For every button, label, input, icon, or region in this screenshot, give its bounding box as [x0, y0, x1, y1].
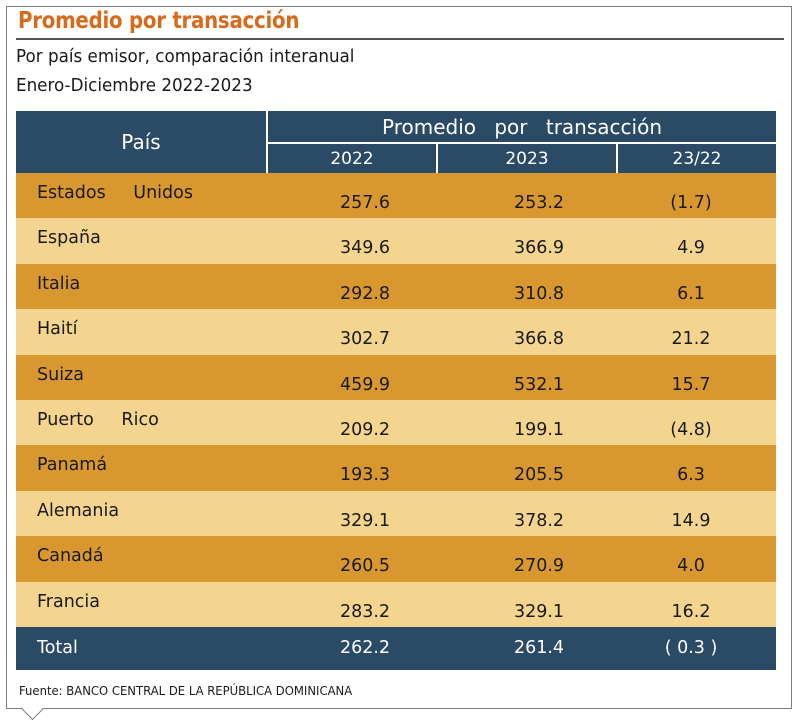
table-row: Estados Unidos 257.6 253.2 (1.7) — [16, 173, 776, 219]
total-2022: 262.2 — [339, 638, 391, 658]
total-2023: 261.4 — [513, 638, 565, 658]
table-row: Suiza 459.9 532.1 15.7 — [16, 354, 776, 400]
value-2023: 310.8 — [513, 283, 565, 304]
value-2022: 292.8 — [339, 283, 391, 304]
value-change: 6.3 — [677, 465, 705, 486]
value-2022: 257.6 — [339, 193, 391, 213]
value-change: (4.8) — [670, 419, 712, 440]
table-row: Panamá 193.3 205.5 6.3 — [16, 445, 776, 491]
value-change: 6.1 — [677, 283, 705, 304]
country-label: Suiza — [37, 364, 84, 385]
country-label: Panamá — [37, 455, 108, 476]
header-2023: 2023 — [438, 144, 616, 173]
value-2022: 193.3 — [339, 465, 391, 486]
value-change: 21.2 — [671, 329, 711, 350]
total-change: ( 0.3 ) — [664, 638, 718, 658]
header-2022: 2022 — [268, 144, 436, 173]
value-2022: 349.6 — [339, 238, 391, 259]
chart-subtitle: Por país emisor, comparación interanual — [16, 46, 355, 67]
table-row: Italia 292.8 310.8 6.1 — [16, 263, 776, 310]
country-label: Estados Unidos — [37, 183, 193, 203]
country-label: España — [37, 228, 101, 249]
value-2022: 209.2 — [339, 419, 391, 440]
total-label: Total — [37, 638, 78, 658]
value-2023: 329.1 — [513, 601, 565, 622]
table-row: Canadá 260.5 270.9 4.0 — [16, 536, 776, 582]
value-change: 14.9 — [671, 510, 711, 531]
table-row: Haití 302.7 366.8 21.2 — [16, 309, 776, 355]
table-row: Puerto Rico 209.2 199.1 (4.8) — [16, 399, 776, 446]
title-divider — [16, 38, 784, 40]
country-label: Italia — [37, 273, 81, 294]
table-row: España 349.6 366.9 4.9 — [16, 218, 776, 264]
chart-title: Promedio por transacción — [18, 8, 300, 34]
chart-frame — [6, 6, 792, 709]
country-label: Francia — [37, 591, 101, 612]
value-2022: 283.2 — [339, 601, 391, 622]
total-row: Total 262.2 261.4 ( 0.3 ) — [16, 627, 776, 670]
value-2023: 366.9 — [513, 238, 565, 259]
value-change: 15.7 — [671, 374, 711, 395]
table-row: Alemania 329.1 378.2 14.9 — [16, 490, 776, 537]
value-2023: 205.5 — [513, 465, 565, 486]
value-change: 16.2 — [671, 601, 711, 622]
value-2022: 260.5 — [339, 556, 391, 577]
value-2022: 329.1 — [339, 510, 391, 531]
value-2023: 253.2 — [513, 193, 565, 213]
chart-period: Enero-Diciembre 2022-2023 — [16, 75, 253, 96]
value-2023: 366.8 — [513, 329, 565, 350]
value-2022: 459.9 — [339, 374, 391, 395]
value-2023: 270.9 — [513, 556, 565, 577]
value-change: (1.7) — [670, 193, 712, 213]
value-change: 4.9 — [677, 238, 705, 259]
value-2023: 378.2 — [513, 510, 565, 531]
source-note: Fuente: BANCO CENTRAL DE LA REPÚBLICA DO… — [19, 683, 353, 698]
header-group: Promedio por transacción — [268, 111, 776, 142]
header-change: 23/22 — [618, 144, 776, 173]
table-row: Francia 283.2 329.1 16.2 — [16, 581, 776, 627]
value-2023: 532.1 — [513, 374, 565, 395]
country-label: Canadá — [37, 546, 104, 567]
country-label: Alemania — [37, 500, 120, 521]
table-body: Estados Unidos 257.6 253.2 (1.7) España 349.6… — [16, 173, 776, 627]
country-label: Puerto Rico — [37, 409, 159, 430]
value-change: 4.0 — [677, 556, 705, 577]
value-2022: 302.7 — [339, 329, 391, 350]
country-label: Haití — [37, 319, 78, 340]
value-2023: 199.1 — [513, 419, 565, 440]
header-country: País — [16, 111, 266, 173]
